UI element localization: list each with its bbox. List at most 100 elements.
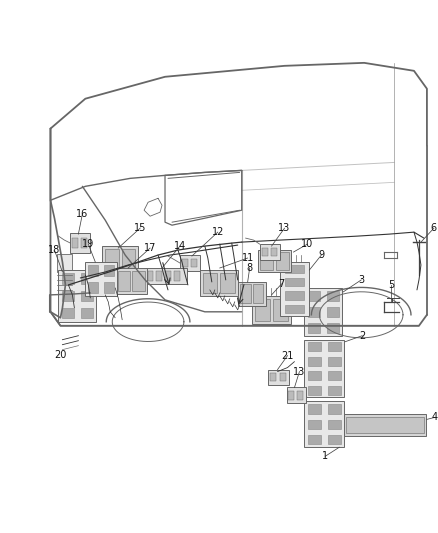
Text: 12: 12 xyxy=(212,227,224,237)
Text: 15: 15 xyxy=(134,223,146,233)
Bar xyxy=(81,238,87,248)
Bar xyxy=(258,250,291,272)
Bar xyxy=(304,401,344,447)
Bar xyxy=(88,282,99,293)
Text: 16: 16 xyxy=(76,209,88,219)
Bar xyxy=(102,246,138,278)
Bar xyxy=(166,271,171,281)
Bar xyxy=(268,369,290,384)
Bar xyxy=(58,270,96,322)
Text: 8: 8 xyxy=(247,263,253,273)
Bar xyxy=(285,292,304,300)
Bar xyxy=(255,298,270,321)
Bar xyxy=(327,307,339,317)
Bar xyxy=(220,272,235,293)
Bar xyxy=(346,417,424,433)
Bar xyxy=(71,233,90,253)
Text: 5: 5 xyxy=(388,280,394,290)
Text: 21: 21 xyxy=(281,351,294,361)
Bar xyxy=(273,298,288,321)
Bar xyxy=(105,249,119,275)
Bar xyxy=(308,419,321,429)
Bar xyxy=(328,357,341,366)
Bar xyxy=(115,268,147,294)
Bar xyxy=(327,323,339,333)
Bar xyxy=(260,252,273,270)
Bar xyxy=(285,278,304,286)
Bar xyxy=(344,414,426,437)
Bar xyxy=(252,296,291,324)
Bar xyxy=(271,248,276,256)
Text: 3: 3 xyxy=(358,275,364,285)
Bar xyxy=(285,305,304,313)
Bar xyxy=(304,340,344,398)
Bar xyxy=(261,248,268,256)
Bar xyxy=(174,271,180,281)
Text: 6: 6 xyxy=(431,223,437,233)
Bar xyxy=(308,372,321,380)
Bar xyxy=(104,265,114,276)
Bar xyxy=(81,273,93,284)
Bar xyxy=(118,271,130,292)
Bar xyxy=(328,435,341,445)
Bar xyxy=(276,252,289,270)
Text: 19: 19 xyxy=(82,239,95,249)
Bar xyxy=(279,262,309,316)
Bar xyxy=(200,270,238,296)
Bar xyxy=(182,259,188,268)
Bar xyxy=(308,435,321,445)
Bar xyxy=(81,308,93,319)
Text: 7: 7 xyxy=(279,279,285,289)
Bar xyxy=(132,271,145,292)
Bar xyxy=(328,386,341,395)
Bar xyxy=(308,307,320,317)
Bar xyxy=(328,419,341,429)
Bar xyxy=(148,271,153,281)
Text: 13: 13 xyxy=(293,367,306,376)
Text: 1: 1 xyxy=(322,451,328,461)
Bar xyxy=(191,259,197,268)
Bar xyxy=(308,405,321,414)
Text: 20: 20 xyxy=(54,350,67,360)
Bar xyxy=(240,284,251,303)
Bar xyxy=(304,288,342,336)
Bar xyxy=(328,405,341,414)
Text: 2: 2 xyxy=(359,330,365,341)
Bar xyxy=(203,272,217,293)
Bar xyxy=(328,372,341,380)
Bar xyxy=(57,254,72,272)
Bar xyxy=(62,308,74,319)
Bar xyxy=(180,255,200,271)
Bar xyxy=(308,291,320,301)
Bar xyxy=(270,373,276,381)
Text: 10: 10 xyxy=(301,239,314,249)
Bar xyxy=(297,391,304,400)
Bar xyxy=(88,265,99,276)
Bar xyxy=(289,391,294,400)
Bar xyxy=(122,249,135,275)
Bar xyxy=(308,357,321,366)
Text: 17: 17 xyxy=(144,243,156,253)
Bar xyxy=(72,238,78,248)
Bar xyxy=(62,273,74,284)
Bar xyxy=(85,262,117,296)
Text: 14: 14 xyxy=(174,241,186,251)
Text: 18: 18 xyxy=(48,245,60,255)
Text: 11: 11 xyxy=(241,253,254,263)
Bar xyxy=(260,244,279,260)
Bar xyxy=(62,290,74,301)
Text: 9: 9 xyxy=(318,250,325,260)
Bar xyxy=(156,271,162,281)
Bar xyxy=(308,323,320,333)
Bar xyxy=(104,282,114,293)
Bar xyxy=(253,284,263,303)
Bar xyxy=(308,342,321,351)
Bar xyxy=(327,291,339,301)
Bar xyxy=(308,386,321,395)
Bar xyxy=(145,268,187,284)
Bar xyxy=(238,282,265,306)
Bar xyxy=(285,264,304,273)
Text: 13: 13 xyxy=(279,223,291,233)
Bar xyxy=(279,373,286,381)
Bar xyxy=(328,342,341,351)
